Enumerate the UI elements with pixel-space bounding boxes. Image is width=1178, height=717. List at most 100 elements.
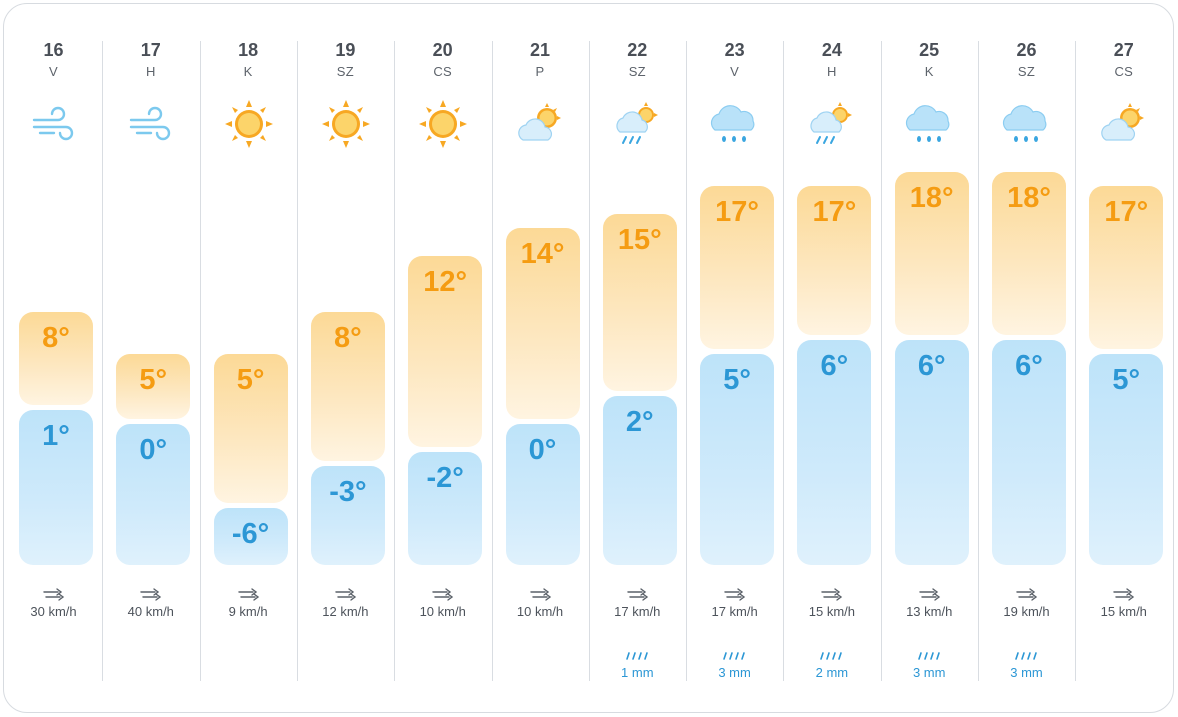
- column-divider: [783, 41, 785, 681]
- min-temp-bar: 0°: [116, 424, 191, 565]
- day-column[interactable]: 27 CS 17° 5° 15 km/h: [1075, 3, 1172, 713]
- wind-direction-icon: [139, 588, 163, 602]
- max-temp: 15°: [617, 224, 662, 256]
- day-column[interactable]: 21 P 14° 0° 10 km/h: [491, 3, 589, 713]
- day-number: 16: [43, 40, 64, 60]
- partly-cloudy-icon: [1098, 98, 1150, 150]
- wind-direction-icon: [529, 588, 553, 602]
- wind-direction-icon: [820, 588, 844, 602]
- wind-speed: 17 km/h: [614, 604, 661, 619]
- column-divider: [880, 41, 882, 681]
- max-temp: 18°: [1007, 182, 1051, 214]
- wind-speed: 15 km/h: [808, 604, 856, 619]
- max-temp-bar: 12°: [408, 256, 483, 447]
- max-temp-bar: 17°: [700, 186, 775, 349]
- wind-speed: 30 km/h: [30, 604, 77, 619]
- min-temp: -2°: [426, 462, 464, 494]
- max-temp-bar: 14°: [505, 228, 580, 419]
- precipitation-amount: 3 mm: [718, 665, 751, 680]
- precipitation-amount: 1 mm: [621, 665, 654, 680]
- day-column[interactable]: 20 CS 12° -2° 10 km/h: [394, 3, 491, 713]
- wind-direction-icon: [237, 588, 261, 602]
- column-divider: [199, 41, 201, 681]
- rain-icon: [819, 648, 845, 660]
- wind-speed: 9 km/h: [228, 604, 268, 619]
- min-temp-bar: 1°: [19, 410, 93, 565]
- max-temp: 5°: [139, 364, 168, 396]
- day-column[interactable]: 19 SZ 8° -3° 12 km/h: [296, 3, 394, 713]
- max-temp-bar: 18°: [894, 172, 969, 335]
- max-temp: 12°: [423, 266, 468, 298]
- min-temp-bar: 5°: [700, 354, 775, 565]
- rain-icon: [722, 648, 748, 660]
- wind-speed: 15 km/h: [1100, 604, 1147, 619]
- day-number: 22: [627, 40, 648, 60]
- day-of-week: P: [535, 64, 545, 79]
- min-temp: 2°: [625, 406, 654, 438]
- day-column[interactable]: 25 K 18° 6° 13 km/h 3 mm: [880, 3, 978, 713]
- max-temp: 17°: [1104, 196, 1149, 228]
- max-temp: 17°: [812, 196, 857, 228]
- min-temp-bar: 2°: [602, 396, 677, 565]
- wind-speed: 10 km/h: [419, 604, 466, 619]
- rain-cloud-icon: [1001, 98, 1053, 150]
- column-divider: [1075, 41, 1077, 681]
- rain-icon: [917, 648, 943, 660]
- column-divider: [978, 41, 979, 681]
- precipitation-amount: 3 mm: [912, 665, 946, 680]
- wind-icon: [125, 98, 177, 150]
- precipitation-amount: 2 mm: [815, 665, 849, 680]
- max-temp: 5°: [236, 364, 265, 396]
- rain-cloud-icon: [904, 98, 956, 150]
- wind-icon: [28, 98, 80, 150]
- max-temp-bar: 5°: [213, 354, 288, 503]
- column-divider: [296, 41, 298, 681]
- max-temp-bar: 17°: [797, 186, 872, 335]
- day-column[interactable]: 24 H 17° 6° 15 km/h 2 mm: [783, 3, 880, 713]
- min-temp: 6°: [1015, 350, 1043, 382]
- rain-icon: [1014, 648, 1040, 660]
- wind-speed: 12 km/h: [322, 604, 369, 619]
- rain-cloud-icon: [709, 98, 761, 150]
- column-divider: [491, 41, 493, 681]
- min-temp-bar: -6°: [213, 508, 288, 565]
- column-divider: [588, 41, 590, 681]
- max-temp-bar: 5°: [116, 354, 191, 419]
- min-temp-bar: 6°: [797, 340, 872, 565]
- sun-icon: [417, 98, 469, 150]
- day-column[interactable]: 18 K 5° -6° 9 km/h: [199, 3, 297, 713]
- max-temp-bar: 18°: [992, 172, 1066, 335]
- max-temp-bar: 8°: [19, 312, 93, 405]
- day-column[interactable]: 26 SZ 18° 6° 19 km/h 3 mm: [978, 3, 1075, 713]
- min-temp: 0°: [528, 434, 557, 466]
- max-temp: 8°: [334, 322, 362, 354]
- wind-direction-icon: [1015, 588, 1039, 602]
- day-of-week: CS: [1114, 64, 1134, 79]
- day-column[interactable]: 23 V 17° 5° 17 km/h 3 mm: [686, 3, 783, 713]
- wind-direction-icon: [431, 588, 455, 602]
- partly-cloudy-icon: [515, 98, 567, 150]
- min-temp: 1°: [42, 420, 70, 452]
- min-temp-bar: 0°: [505, 424, 580, 565]
- sun-rain-icon: [612, 98, 664, 150]
- day-column[interactable]: 17 H 5° 0° 40 km/h: [102, 3, 199, 713]
- day-number: 21: [529, 40, 551, 60]
- column-divider: [394, 41, 396, 681]
- wind-direction-icon: [334, 588, 358, 602]
- wind-speed: 17 km/h: [711, 604, 758, 619]
- wind-direction-icon: [42, 588, 66, 602]
- day-column[interactable]: 16 V 8° 1° 30 km/h: [5, 3, 102, 713]
- max-temp: 14°: [520, 238, 565, 270]
- min-temp-bar: 6°: [894, 340, 969, 565]
- min-temp-bar: -2°: [408, 452, 483, 565]
- day-column[interactable]: 22 SZ 15° 2° 17 km/h 1 mm: [588, 3, 686, 713]
- max-temp-bar: 8°: [310, 312, 385, 461]
- day-of-week: CS: [433, 64, 453, 79]
- day-of-week: V: [730, 64, 740, 79]
- column-divider: [686, 41, 688, 681]
- day-number: 23: [724, 40, 745, 60]
- min-temp-bar: 6°: [992, 340, 1066, 565]
- min-temp: -6°: [231, 518, 270, 550]
- day-of-week: H: [827, 64, 837, 79]
- min-temp-bar: -3°: [310, 466, 385, 565]
